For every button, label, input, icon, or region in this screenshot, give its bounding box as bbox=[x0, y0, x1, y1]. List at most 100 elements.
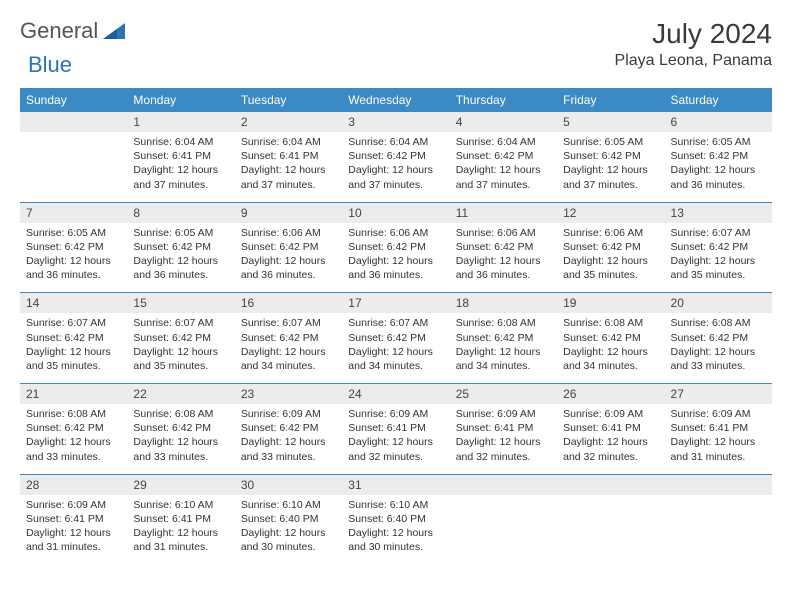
day-content-cell: Sunrise: 6:04 AMSunset: 6:42 PMDaylight:… bbox=[450, 132, 557, 202]
day-number-cell: 22 bbox=[127, 384, 234, 405]
daylight-line1: Daylight: 12 hours bbox=[133, 345, 228, 359]
daylight-line1: Daylight: 12 hours bbox=[671, 435, 766, 449]
day-content-cell: Sunrise: 6:05 AMSunset: 6:42 PMDaylight:… bbox=[557, 132, 664, 202]
day-content-cell: Sunrise: 6:09 AMSunset: 6:41 PMDaylight:… bbox=[342, 404, 449, 474]
logo-triangle-icon bbox=[103, 23, 125, 44]
day-content-cell: Sunrise: 6:05 AMSunset: 6:42 PMDaylight:… bbox=[127, 223, 234, 293]
day-content-cell: Sunrise: 6:06 AMSunset: 6:42 PMDaylight:… bbox=[342, 223, 449, 293]
sunset-text: Sunset: 6:41 PM bbox=[133, 149, 228, 163]
day-number-cell: 13 bbox=[665, 202, 772, 223]
sunset-text: Sunset: 6:40 PM bbox=[241, 512, 336, 526]
sunrise-text: Sunrise: 6:05 AM bbox=[26, 226, 121, 240]
day-number-cell: 30 bbox=[235, 474, 342, 495]
day-number-cell: 7 bbox=[20, 202, 127, 223]
sunrise-text: Sunrise: 6:08 AM bbox=[133, 407, 228, 421]
calendar-body: 123456Sunrise: 6:04 AMSunset: 6:41 PMDay… bbox=[20, 112, 772, 564]
sunset-text: Sunset: 6:42 PM bbox=[671, 240, 766, 254]
logo-text-1: General bbox=[20, 18, 98, 44]
daylight-line1: Daylight: 12 hours bbox=[241, 526, 336, 540]
daynum-row: 78910111213 bbox=[20, 202, 772, 223]
day-content-row: Sunrise: 6:07 AMSunset: 6:42 PMDaylight:… bbox=[20, 313, 772, 383]
sunrise-text: Sunrise: 6:05 AM bbox=[133, 226, 228, 240]
day-number-cell: 16 bbox=[235, 293, 342, 314]
daylight-line1: Daylight: 12 hours bbox=[26, 526, 121, 540]
sunset-text: Sunset: 6:42 PM bbox=[241, 240, 336, 254]
daylight-line2: and 37 minutes. bbox=[241, 178, 336, 192]
day-content-cell bbox=[450, 495, 557, 565]
sunset-text: Sunset: 6:40 PM bbox=[348, 512, 443, 526]
day-content-cell bbox=[557, 495, 664, 565]
sunset-text: Sunset: 6:42 PM bbox=[241, 421, 336, 435]
daylight-line2: and 32 minutes. bbox=[563, 450, 658, 464]
sunset-text: Sunset: 6:42 PM bbox=[348, 149, 443, 163]
sunset-text: Sunset: 6:42 PM bbox=[26, 331, 121, 345]
day-number-cell: 10 bbox=[342, 202, 449, 223]
sunrise-text: Sunrise: 6:09 AM bbox=[348, 407, 443, 421]
daylight-line2: and 36 minutes. bbox=[671, 178, 766, 192]
sunset-text: Sunset: 6:41 PM bbox=[348, 421, 443, 435]
sunset-text: Sunset: 6:42 PM bbox=[348, 331, 443, 345]
daylight-line2: and 37 minutes. bbox=[563, 178, 658, 192]
day-number-cell bbox=[450, 474, 557, 495]
day-content-cell: Sunrise: 6:06 AMSunset: 6:42 PMDaylight:… bbox=[235, 223, 342, 293]
sunrise-text: Sunrise: 6:06 AM bbox=[456, 226, 551, 240]
sunrise-text: Sunrise: 6:04 AM bbox=[241, 135, 336, 149]
daylight-line1: Daylight: 12 hours bbox=[563, 345, 658, 359]
sunset-text: Sunset: 6:42 PM bbox=[133, 331, 228, 345]
daylight-line1: Daylight: 12 hours bbox=[348, 435, 443, 449]
daylight-line2: and 31 minutes. bbox=[133, 540, 228, 554]
day-content-cell: Sunrise: 6:09 AMSunset: 6:41 PMDaylight:… bbox=[20, 495, 127, 565]
daylight-line1: Daylight: 12 hours bbox=[241, 435, 336, 449]
daylight-line1: Daylight: 12 hours bbox=[348, 345, 443, 359]
daylight-line1: Daylight: 12 hours bbox=[133, 526, 228, 540]
daylight-line2: and 35 minutes. bbox=[563, 268, 658, 282]
daylight-line2: and 35 minutes. bbox=[671, 268, 766, 282]
sunset-text: Sunset: 6:42 PM bbox=[456, 240, 551, 254]
sunset-text: Sunset: 6:41 PM bbox=[241, 149, 336, 163]
daylight-line2: and 37 minutes. bbox=[456, 178, 551, 192]
dayhead-mon: Monday bbox=[127, 88, 234, 112]
sunrise-text: Sunrise: 6:05 AM bbox=[671, 135, 766, 149]
day-content-cell: Sunrise: 6:07 AMSunset: 6:42 PMDaylight:… bbox=[20, 313, 127, 383]
day-content-cell bbox=[20, 132, 127, 202]
daylight-line1: Daylight: 12 hours bbox=[241, 163, 336, 177]
day-content-row: Sunrise: 6:08 AMSunset: 6:42 PMDaylight:… bbox=[20, 404, 772, 474]
day-number-cell: 11 bbox=[450, 202, 557, 223]
day-number-cell: 5 bbox=[557, 112, 664, 132]
daylight-line2: and 36 minutes. bbox=[456, 268, 551, 282]
day-content-cell: Sunrise: 6:08 AMSunset: 6:42 PMDaylight:… bbox=[20, 404, 127, 474]
sunrise-text: Sunrise: 6:06 AM bbox=[241, 226, 336, 240]
day-number-cell: 3 bbox=[342, 112, 449, 132]
daylight-line2: and 30 minutes. bbox=[348, 540, 443, 554]
daynum-row: 123456 bbox=[20, 112, 772, 132]
logo-text-2: Blue bbox=[28, 52, 72, 78]
dayhead-tue: Tuesday bbox=[235, 88, 342, 112]
sunset-text: Sunset: 6:42 PM bbox=[671, 149, 766, 163]
day-content-cell bbox=[665, 495, 772, 565]
sunrise-text: Sunrise: 6:08 AM bbox=[563, 316, 658, 330]
sunset-text: Sunset: 6:42 PM bbox=[456, 331, 551, 345]
sunrise-text: Sunrise: 6:07 AM bbox=[133, 316, 228, 330]
day-content-cell: Sunrise: 6:07 AMSunset: 6:42 PMDaylight:… bbox=[127, 313, 234, 383]
daylight-line1: Daylight: 12 hours bbox=[456, 435, 551, 449]
daylight-line1: Daylight: 12 hours bbox=[563, 254, 658, 268]
sunset-text: Sunset: 6:42 PM bbox=[133, 240, 228, 254]
day-content-cell: Sunrise: 6:04 AMSunset: 6:41 PMDaylight:… bbox=[127, 132, 234, 202]
daylight-line1: Daylight: 12 hours bbox=[348, 254, 443, 268]
daylight-line2: and 31 minutes. bbox=[671, 450, 766, 464]
day-content-cell: Sunrise: 6:08 AMSunset: 6:42 PMDaylight:… bbox=[557, 313, 664, 383]
calendar-page: General July 2024 Playa Leona, Panama Bl… bbox=[0, 0, 792, 582]
daylight-line1: Daylight: 12 hours bbox=[26, 435, 121, 449]
sunrise-text: Sunrise: 6:04 AM bbox=[456, 135, 551, 149]
day-number-cell: 15 bbox=[127, 293, 234, 314]
daylight-line2: and 32 minutes. bbox=[456, 450, 551, 464]
daynum-row: 28293031 bbox=[20, 474, 772, 495]
sunrise-text: Sunrise: 6:10 AM bbox=[241, 498, 336, 512]
daylight-line2: and 37 minutes. bbox=[133, 178, 228, 192]
day-header-row: Sunday Monday Tuesday Wednesday Thursday… bbox=[20, 88, 772, 112]
day-number-cell: 29 bbox=[127, 474, 234, 495]
sunset-text: Sunset: 6:42 PM bbox=[563, 149, 658, 163]
sunrise-text: Sunrise: 6:09 AM bbox=[671, 407, 766, 421]
dayhead-sun: Sunday bbox=[20, 88, 127, 112]
day-content-cell: Sunrise: 6:04 AMSunset: 6:41 PMDaylight:… bbox=[235, 132, 342, 202]
